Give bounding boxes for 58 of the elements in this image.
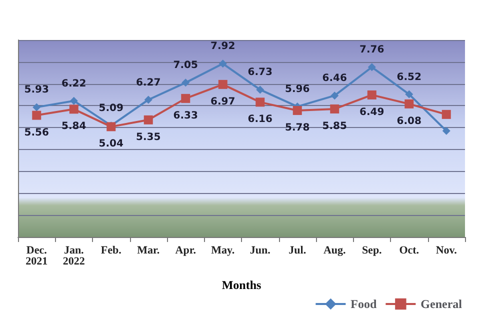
data-label: 5.56 xyxy=(24,127,49,138)
point xyxy=(144,115,153,124)
point xyxy=(442,110,451,119)
data-label: 5.96 xyxy=(285,84,310,96)
data-label: 6.73 xyxy=(248,67,272,78)
point xyxy=(405,90,414,98)
point xyxy=(256,86,264,94)
data-label: 6.27 xyxy=(136,77,161,88)
data-label: 7.92 xyxy=(210,41,236,52)
x-tick-label: Apr. xyxy=(175,244,196,256)
x-tick-label: May. xyxy=(211,244,235,256)
data-label: 6.52 xyxy=(396,72,422,83)
data-label: 6.08 xyxy=(396,116,422,127)
point xyxy=(182,78,190,87)
data-label: 6.46 xyxy=(322,73,347,84)
data-label: 5.04 xyxy=(98,138,124,150)
data-label: 6.16 xyxy=(248,114,272,126)
point xyxy=(442,126,450,135)
data-label: 7.05 xyxy=(173,60,198,72)
x-tick-label: Jul. xyxy=(288,244,306,256)
data-label: 6.22 xyxy=(62,78,86,90)
data-label: 7.76 xyxy=(360,44,384,56)
x-tick-label: Sep. xyxy=(362,244,382,256)
point xyxy=(32,103,41,112)
x-axis-title: Months xyxy=(222,278,262,292)
data-label: 5.93 xyxy=(24,84,49,96)
point xyxy=(292,106,302,115)
point xyxy=(256,98,265,107)
point xyxy=(70,96,78,105)
data-label: 5.85 xyxy=(322,120,347,132)
x-tick-label: Nov. xyxy=(436,244,458,256)
point xyxy=(330,92,339,100)
x-tick-label: Dec. 2021 xyxy=(26,244,48,268)
legend-label: Food xyxy=(350,297,378,311)
point xyxy=(144,96,152,104)
point xyxy=(368,63,376,72)
point xyxy=(218,60,227,68)
x-tick-label: Jan. 2022 xyxy=(62,244,86,268)
point xyxy=(404,99,414,108)
data-label: 6.49 xyxy=(360,106,384,118)
x-tick-label: Oct. xyxy=(399,244,420,256)
data-label: 5.78 xyxy=(285,122,310,134)
point xyxy=(181,94,190,103)
data-label: 5.84 xyxy=(62,121,86,132)
point xyxy=(69,104,78,114)
point xyxy=(218,80,228,89)
data-label: 5.35 xyxy=(136,132,161,143)
point xyxy=(330,104,340,114)
point xyxy=(367,90,376,100)
x-tick-label: Aug. xyxy=(323,244,346,256)
data-label: 6.33 xyxy=(173,110,198,122)
x-tick-label: Mar. xyxy=(137,244,160,256)
x-tick-label: Jun. xyxy=(250,244,271,256)
data-label: 6.97 xyxy=(210,96,236,108)
data-label: 5.09 xyxy=(98,103,124,114)
x-tick-label: Feb. xyxy=(100,244,122,256)
legend-label: General xyxy=(420,297,463,311)
point xyxy=(32,110,42,120)
